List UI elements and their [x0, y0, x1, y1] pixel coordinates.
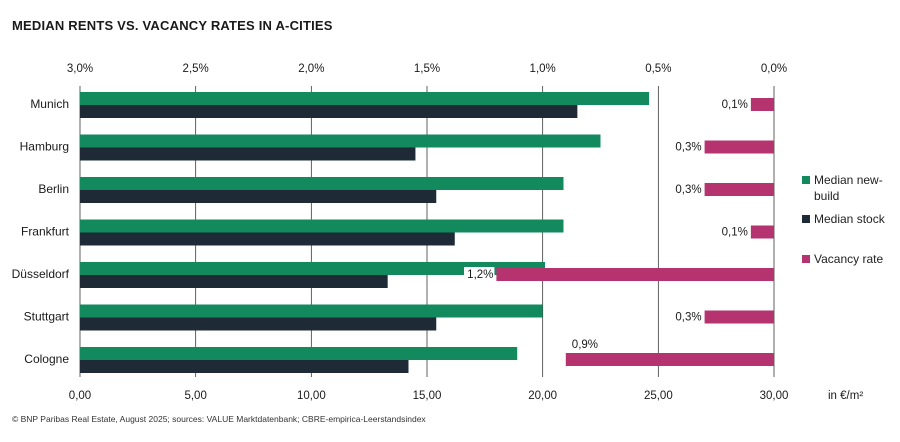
bar-stock: [80, 317, 437, 331]
vacancy-data-label: 1,2%: [467, 269, 493, 281]
bar-vacancy: [704, 183, 774, 196]
category-label: Munich: [30, 97, 69, 111]
bottom-axis-tick-label: 0,00: [69, 390, 91, 402]
bar-new-build: [80, 92, 650, 105]
category-label: Düsseldorf: [12, 267, 70, 281]
bar-vacancy: [704, 310, 774, 324]
bar-new-build: [80, 262, 545, 275]
source-footnote: © BNP Paribas Real Estate, August 2025; …: [12, 414, 426, 424]
bottom-axis-tick-label: 10,00: [297, 390, 326, 402]
bar-stock: [80, 105, 578, 118]
bar-new-build: [80, 134, 601, 148]
legend-label-new-build-1: Median new-: [814, 173, 883, 187]
vacancy-data-label: 0,1%: [722, 227, 748, 239]
bar-stock: [80, 232, 455, 246]
bottom-axis-tick-label: 15,00: [413, 390, 442, 402]
vacancy-label-bg: [464, 267, 495, 281]
chart-title: MEDIAN RENTS VS. VACANCY RATES IN A-CITI…: [12, 18, 333, 33]
bottom-axis-tick-label: 25,00: [644, 390, 673, 402]
legend-label-new-build-2: build: [814, 189, 840, 203]
bottom-axis-tick-label: 30,00: [760, 390, 789, 402]
category-label: Berlin: [38, 182, 69, 196]
vacancy-data-label: 0,9%: [572, 339, 598, 351]
bottom-axis-unit-label: in €/m²: [828, 390, 863, 402]
top-axis-tick-label: 2,5%: [183, 63, 209, 75]
legend-swatch: [802, 176, 810, 184]
bar-vacancy: [750, 225, 774, 239]
bar-new-build: [80, 177, 564, 190]
vacancy-data-label: 0,3%: [675, 142, 701, 154]
bottom-axis-tick-label: 20,00: [528, 390, 557, 402]
bar-vacancy: [496, 268, 774, 281]
legend-item-new-build: Median new-build: [802, 172, 883, 204]
bar-new-build: [80, 304, 543, 318]
legend-swatch: [802, 215, 810, 223]
legend-item-stock: Median stock: [802, 211, 885, 227]
vacancy-data-label: 0,1%: [722, 99, 748, 111]
top-axis-tick-label: 0,5%: [645, 63, 671, 75]
top-axis-tick-label: 0,0%: [761, 63, 787, 75]
bar-stock: [80, 360, 409, 373]
vacancy-data-label: 0,3%: [675, 312, 701, 324]
category-label: Frankfurt: [21, 225, 70, 239]
top-axis-tick-label: 2,0%: [298, 63, 324, 75]
bar-stock: [80, 190, 437, 203]
legend-swatch: [802, 255, 810, 263]
top-axis-tick-label: 1,0%: [530, 63, 556, 75]
legend-item-vacancy: Vacancy rate: [802, 251, 883, 267]
bar-vacancy: [565, 353, 774, 366]
top-axis-tick-label: 3,0%: [67, 63, 93, 75]
bar-new-build: [80, 347, 518, 360]
bar-stock: [80, 275, 388, 288]
legend-label-stock: Median stock: [814, 212, 885, 226]
category-label: Stuttgart: [24, 310, 70, 324]
vacancy-data-label: 0,3%: [675, 184, 701, 196]
bar-stock: [80, 147, 416, 161]
category-label: Hamburg: [20, 140, 69, 154]
bottom-axis-tick-label: 5,00: [184, 390, 206, 402]
bar-vacancy: [750, 98, 774, 111]
legend-label-vacancy: Vacancy rate: [814, 252, 884, 266]
bar-vacancy: [704, 140, 774, 154]
top-axis-tick-label: 1,5%: [414, 63, 440, 75]
bar-new-build: [80, 219, 564, 233]
category-label: Cologne: [24, 352, 69, 366]
